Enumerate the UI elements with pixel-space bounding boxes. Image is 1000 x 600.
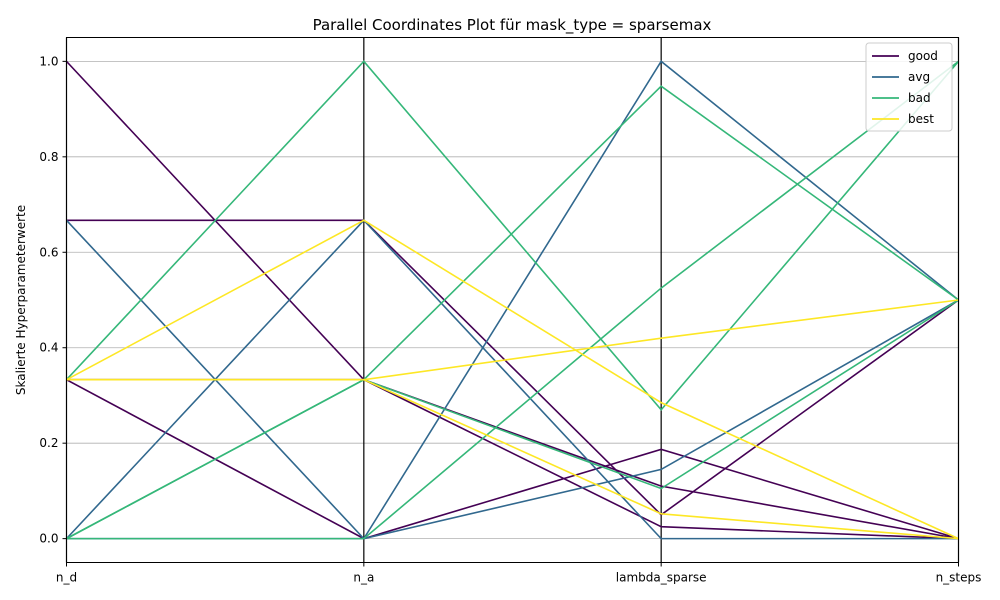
legend-box [865, 42, 953, 132]
data-lines [65, 60, 960, 540]
x-tick-labels: n_d n_a lambda_sparse n_steps [56, 562, 982, 585]
chart-title: Parallel Coordinates Plot für mask_type … [313, 16, 712, 35]
line-bad-2 [66, 60, 959, 540]
legend: good avg bad best [865, 42, 953, 132]
line-bad-0 [65, 60, 960, 412]
xtick-label-n_a: n_a [353, 571, 374, 585]
ytick-label-5: 1.0 [39, 54, 58, 68]
legend-label-good: good [908, 49, 938, 63]
ytick-label-1: 0.2 [39, 436, 58, 450]
legend-label-bad: bad [908, 91, 931, 105]
legend-label-best: best [908, 112, 934, 126]
ytick-label-4: 0.8 [39, 150, 58, 164]
y-axis-label: Skalierte Hyperparameterwerte [14, 205, 28, 395]
line-bad-3 [66, 299, 959, 540]
ytick-label-3: 0.6 [39, 245, 58, 259]
plot-frame [66, 37, 959, 563]
y-ticks: 0.0 0.2 0.4 0.6 0.8 1.0 [39, 54, 67, 546]
line-bad-1 [66, 85, 959, 540]
xtick-label-n_d: n_d [56, 571, 77, 585]
legend-label-avg: avg [908, 70, 930, 84]
xtick-label-lambda_sparse: lambda_sparse [616, 571, 707, 585]
ytick-label-2: 0.4 [39, 341, 58, 355]
xtick-label-n_steps: n_steps [936, 571, 982, 585]
ytick-label-0: 0.0 [39, 532, 58, 546]
line-best-0 [66, 219, 959, 540]
line-good-1 [66, 219, 959, 516]
line-best-2 [66, 378, 959, 540]
